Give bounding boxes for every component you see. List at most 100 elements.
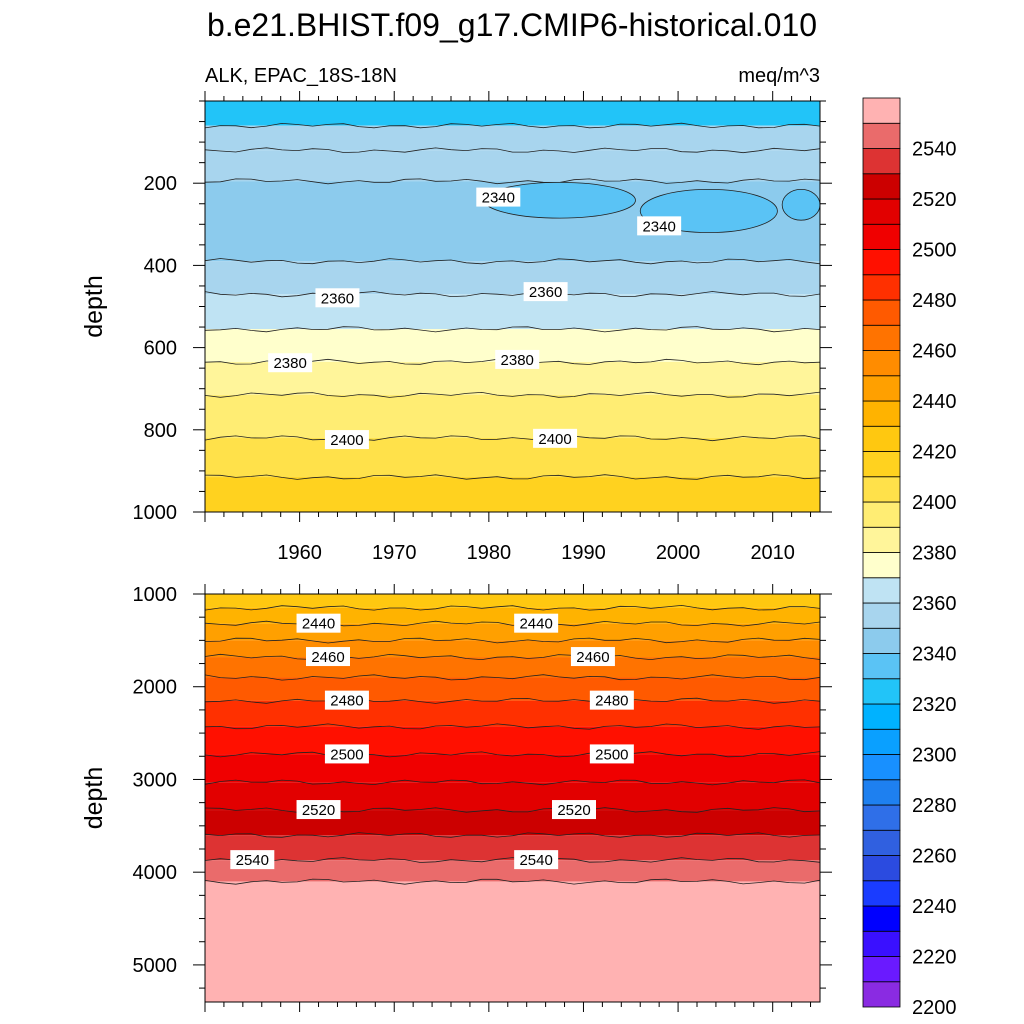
contour-line xyxy=(204,391,821,398)
colorbar-segment xyxy=(862,122,901,149)
colorbar-segment xyxy=(862,350,901,377)
colorbar-segment xyxy=(862,956,901,983)
contour-band xyxy=(205,394,820,439)
contour-label: 2340 xyxy=(482,190,515,207)
contour-line xyxy=(204,147,821,154)
contour-label: 2540 xyxy=(236,852,269,869)
contour-label: 2500 xyxy=(595,746,628,763)
y-tick-label: 5000 xyxy=(133,955,178,977)
contour-line xyxy=(204,178,821,185)
contour-label-bg xyxy=(324,744,369,764)
y-tick-label: 1000 xyxy=(133,584,178,606)
chart-title: b.e21.BHIST.f09_g17.CMIP6-historical.010 xyxy=(207,7,817,43)
colorbar-tick-label: 2280 xyxy=(912,795,957,817)
y-tick-label: 2000 xyxy=(133,677,178,699)
contour-label: 2520 xyxy=(302,802,335,819)
contour-line xyxy=(204,697,821,704)
y-tick-label: 3000 xyxy=(133,769,178,791)
colorbar-segment xyxy=(862,198,901,225)
colorbar-segment xyxy=(862,779,901,806)
contour-band xyxy=(205,477,820,512)
contour-label: 2400 xyxy=(538,431,571,448)
colorbar-tick-label: 2500 xyxy=(912,240,957,262)
colorbar-segment xyxy=(862,880,901,907)
colorbar-segment xyxy=(862,981,901,1008)
contour-label-bg xyxy=(268,353,313,373)
contour-label-bg xyxy=(589,744,634,764)
contour-line xyxy=(204,779,821,786)
contour-line xyxy=(204,832,821,838)
colorbar-segment xyxy=(862,728,901,755)
contour-line xyxy=(204,723,821,730)
y-axis-label: depth xyxy=(80,275,108,338)
contour-label: 2540 xyxy=(519,852,552,869)
colorbar-segment xyxy=(862,577,901,604)
colorbar-segment xyxy=(862,653,901,680)
contour-label: 2460 xyxy=(311,649,344,666)
contour-label: 2520 xyxy=(557,802,590,819)
x-tick-label: 1960 xyxy=(277,542,322,564)
colorbar-tick-label: 2240 xyxy=(912,896,957,918)
contour-line xyxy=(204,604,821,611)
contour-label: 2400 xyxy=(330,432,363,449)
colorbar-segment xyxy=(862,829,901,856)
contour-label: 2360 xyxy=(529,284,562,301)
contour-band xyxy=(205,754,820,783)
y-tick-label: 4000 xyxy=(133,862,178,884)
colorbar-segment xyxy=(862,173,901,200)
colorbar-segment xyxy=(862,602,901,629)
colorbar-tick-label: 2440 xyxy=(912,391,957,413)
contour-label-bg xyxy=(296,613,341,633)
colorbar-tick-label: 2460 xyxy=(912,341,957,363)
contour-label-bg xyxy=(570,647,615,667)
upper-panel: 2340 2340 2360 2360 2380 2380 2400 2400 1960 1970… xyxy=(80,91,832,564)
x-tick-label: 2010 xyxy=(750,542,795,564)
contour-line xyxy=(204,258,821,265)
colorbar-segment xyxy=(862,223,901,250)
contour-line xyxy=(204,637,821,644)
colorbar-segment xyxy=(862,97,901,124)
contour-band xyxy=(205,261,820,295)
contour-label: 2480 xyxy=(595,693,628,710)
colorbar-tick-label: 2360 xyxy=(912,593,957,615)
contour-label-bg xyxy=(514,850,559,870)
contour-label: 2360 xyxy=(321,290,354,307)
x-tick-label: 1990 xyxy=(561,542,606,564)
colorbar-segment xyxy=(862,678,901,705)
colorbar-segment xyxy=(862,754,901,781)
colorbar-segment xyxy=(862,476,901,503)
contour-label-bg xyxy=(315,288,360,308)
contour-label-bg xyxy=(514,613,559,633)
contour-band xyxy=(205,125,820,151)
colorbar-segment xyxy=(862,249,901,276)
contour-label: 2440 xyxy=(302,616,335,633)
colorbar-segment xyxy=(862,299,901,326)
contour-band xyxy=(205,726,820,755)
contour-patch xyxy=(781,188,821,221)
contour-label-bg xyxy=(230,850,275,870)
colorbar-segment xyxy=(862,425,901,452)
plot-frame xyxy=(204,593,821,1003)
x-tick-label: 2000 xyxy=(656,542,701,564)
contour-label-bg xyxy=(523,282,568,302)
contour-line xyxy=(204,474,821,480)
colorbar-tick-label: 2380 xyxy=(912,543,957,565)
contour-band xyxy=(205,677,820,701)
y-tick-label: 800 xyxy=(144,420,177,442)
colorbar-segment xyxy=(862,627,901,654)
colorbar-segment xyxy=(862,451,901,478)
contour-label: 2500 xyxy=(330,746,363,763)
colorbar-tick-label: 2480 xyxy=(912,290,957,312)
contour-label-bg xyxy=(637,216,682,236)
contour-line xyxy=(204,674,821,681)
contour-line xyxy=(204,751,821,758)
contour-label-bg xyxy=(306,647,350,667)
colorbar-segment xyxy=(862,804,901,831)
contour-label-bg xyxy=(324,690,369,710)
lower-panel: 2440 2440 2460 2460 2480 2480 2500 2500 2520 2520… xyxy=(80,584,832,1012)
contour-label: 2380 xyxy=(501,352,534,369)
contour-label: 2340 xyxy=(642,218,675,235)
contour-band xyxy=(205,657,820,678)
contour-label-bg xyxy=(495,349,540,369)
contour-band xyxy=(205,438,820,478)
